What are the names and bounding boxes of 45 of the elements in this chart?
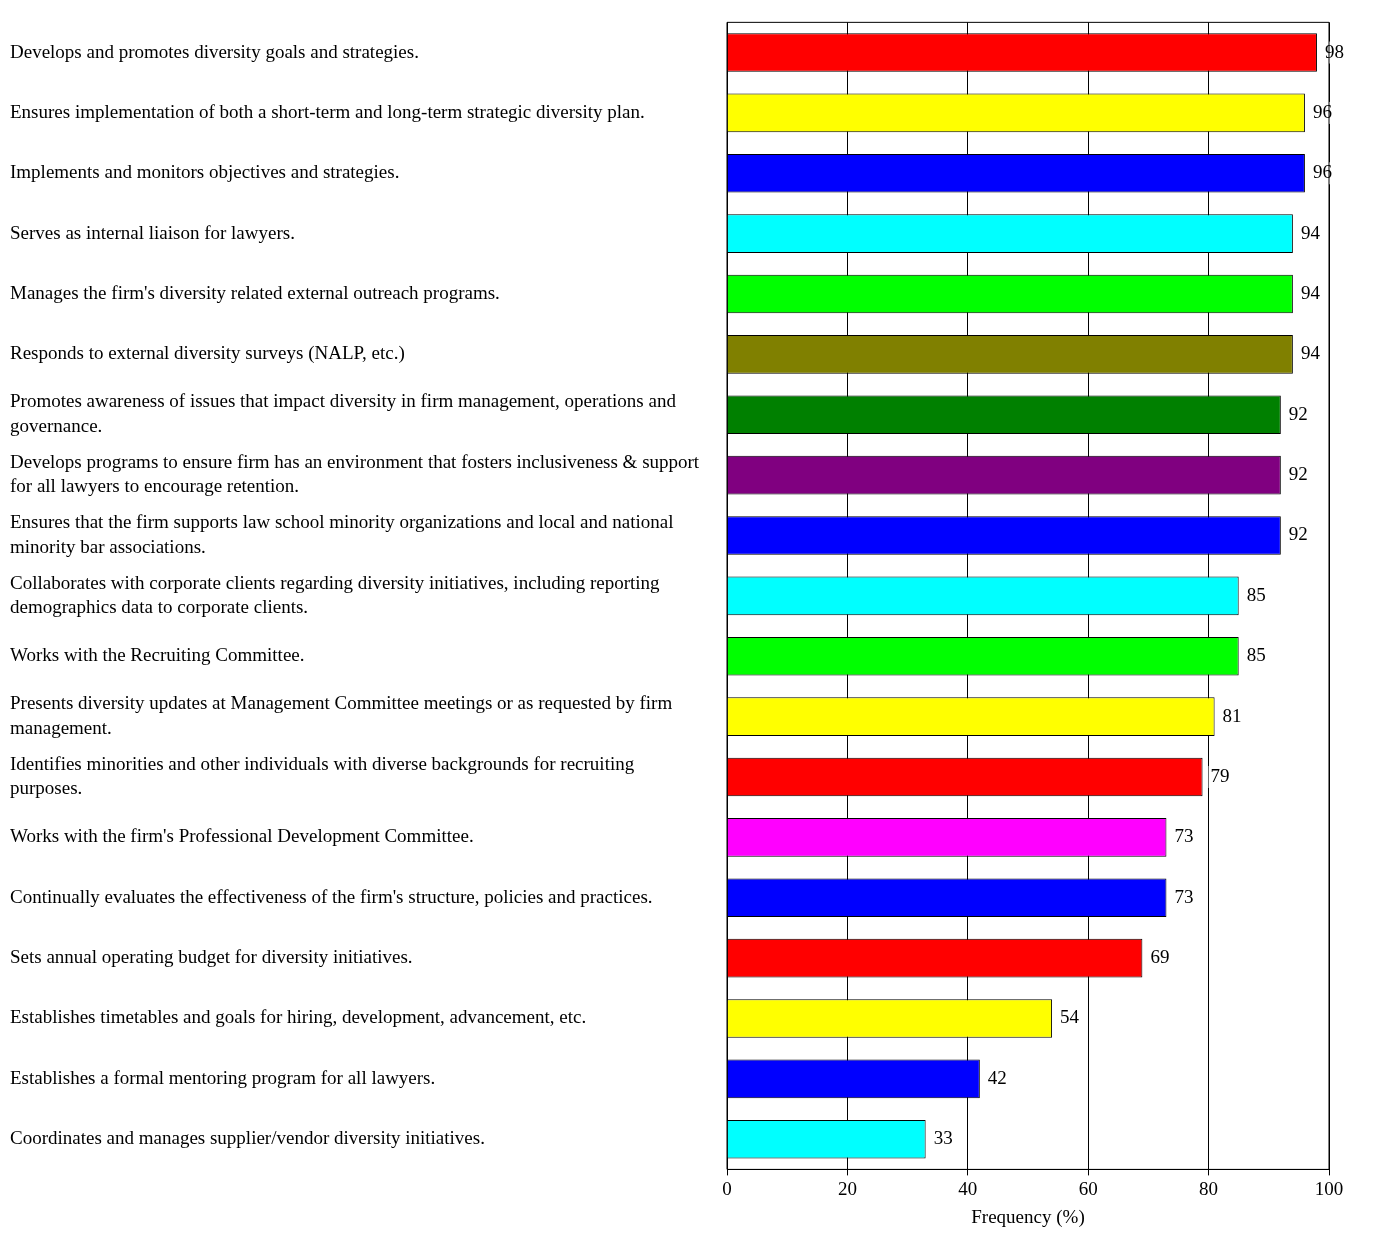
y-tick-label: Presents diversity updates at Management Committee meetings or as requested by firm management. [10, 692, 673, 738]
y-tick-label: Manages the firm's diversity related external outreach programs. [10, 282, 500, 303]
y-tick-label: Responds to external diversity surveys (NALP, etc.) [10, 342, 405, 365]
data-label: 54 [1060, 1006, 1080, 1028]
data-label: 96 [1312, 161, 1332, 183]
y-tick-label: Coordinates and manages supplier/vendor diversity initiatives. [10, 1127, 485, 1149]
data-label: 94 [1300, 282, 1321, 303]
data-label: 94 [1300, 342, 1321, 364]
y-tick-label: Implements and monitors objectives and strategies. [10, 161, 400, 183]
x-tick-label: 80 [1199, 1177, 1219, 1199]
x-tick-label: 20 [837, 1177, 857, 1199]
y-tick-label: Ensures that the firm supports law school minority organizations and local and national minority bar associations. [10, 511, 674, 557]
data-label: 94 [1300, 221, 1321, 243]
data-label: 96 [1312, 100, 1332, 122]
data-label: 98 [1324, 40, 1344, 62]
data-label: 33 [933, 1127, 953, 1149]
data-label: 92 [1288, 402, 1308, 424]
y-tick-label: Ensures implementation of both a short-term and long-term strategic diversity plan. [10, 100, 645, 122]
y-tick-label: Works with the Recruiting Committee. [10, 644, 305, 666]
data-label: 69 [1150, 946, 1170, 968]
data-label: 79 [1210, 764, 1230, 786]
y-tick-label: Develops and promotes diversity goals and strategies. [10, 40, 419, 62]
y-tick-label: Identifies minorities and other individuals with diverse backgrounds for recruiting purposes. [10, 752, 635, 799]
y-tick-label: Promotes awareness of issues that impact diversity in firm management, operations and governance. [10, 390, 677, 437]
data-label: 81 [1222, 704, 1242, 726]
data-label: 73 [1174, 825, 1194, 847]
x-tick-label: 60 [1078, 1177, 1098, 1199]
x-tick-label: 40 [958, 1177, 978, 1199]
data-label: 73 [1174, 885, 1194, 907]
y-tick-label: Sets annual operating budget for diversity initiatives. [10, 946, 413, 968]
y-tick-label: Continually evaluates the effectiveness of the firm's structure, policies and practices. [10, 885, 653, 907]
y-tick-label: Establishes timetables and goals for hiring, development, advancement, etc. [10, 1006, 587, 1028]
data-label: 42 [987, 1066, 1007, 1088]
y-tick-label: Establishes a formal mentoring program for all lawyers. [10, 1066, 436, 1088]
data-label: 92 [1288, 463, 1308, 485]
x-tick-label: 0 [722, 1177, 732, 1199]
y-tick-label: Develops programs to ensure firm has an environment that fosters inclusiveness & support for all lawyers to encourage retention. [10, 450, 700, 497]
y-tick-label: Collaborates with corporate clients regarding diversity initiatives, including reporting demographics data to corporate clients. [10, 571, 661, 618]
data-label: 85 [1246, 583, 1266, 605]
x-axis-title: Frequency (%) [971, 1205, 1085, 1228]
y-tick-label: Works with the firm's Professional Development Committee. [10, 825, 474, 847]
data-label: 85 [1246, 644, 1266, 666]
y-tick-label: Serves as internal liaison for lawyers. [10, 221, 295, 243]
data-label: 92 [1288, 523, 1308, 545]
x-tick-label: 100 [1314, 1177, 1344, 1199]
